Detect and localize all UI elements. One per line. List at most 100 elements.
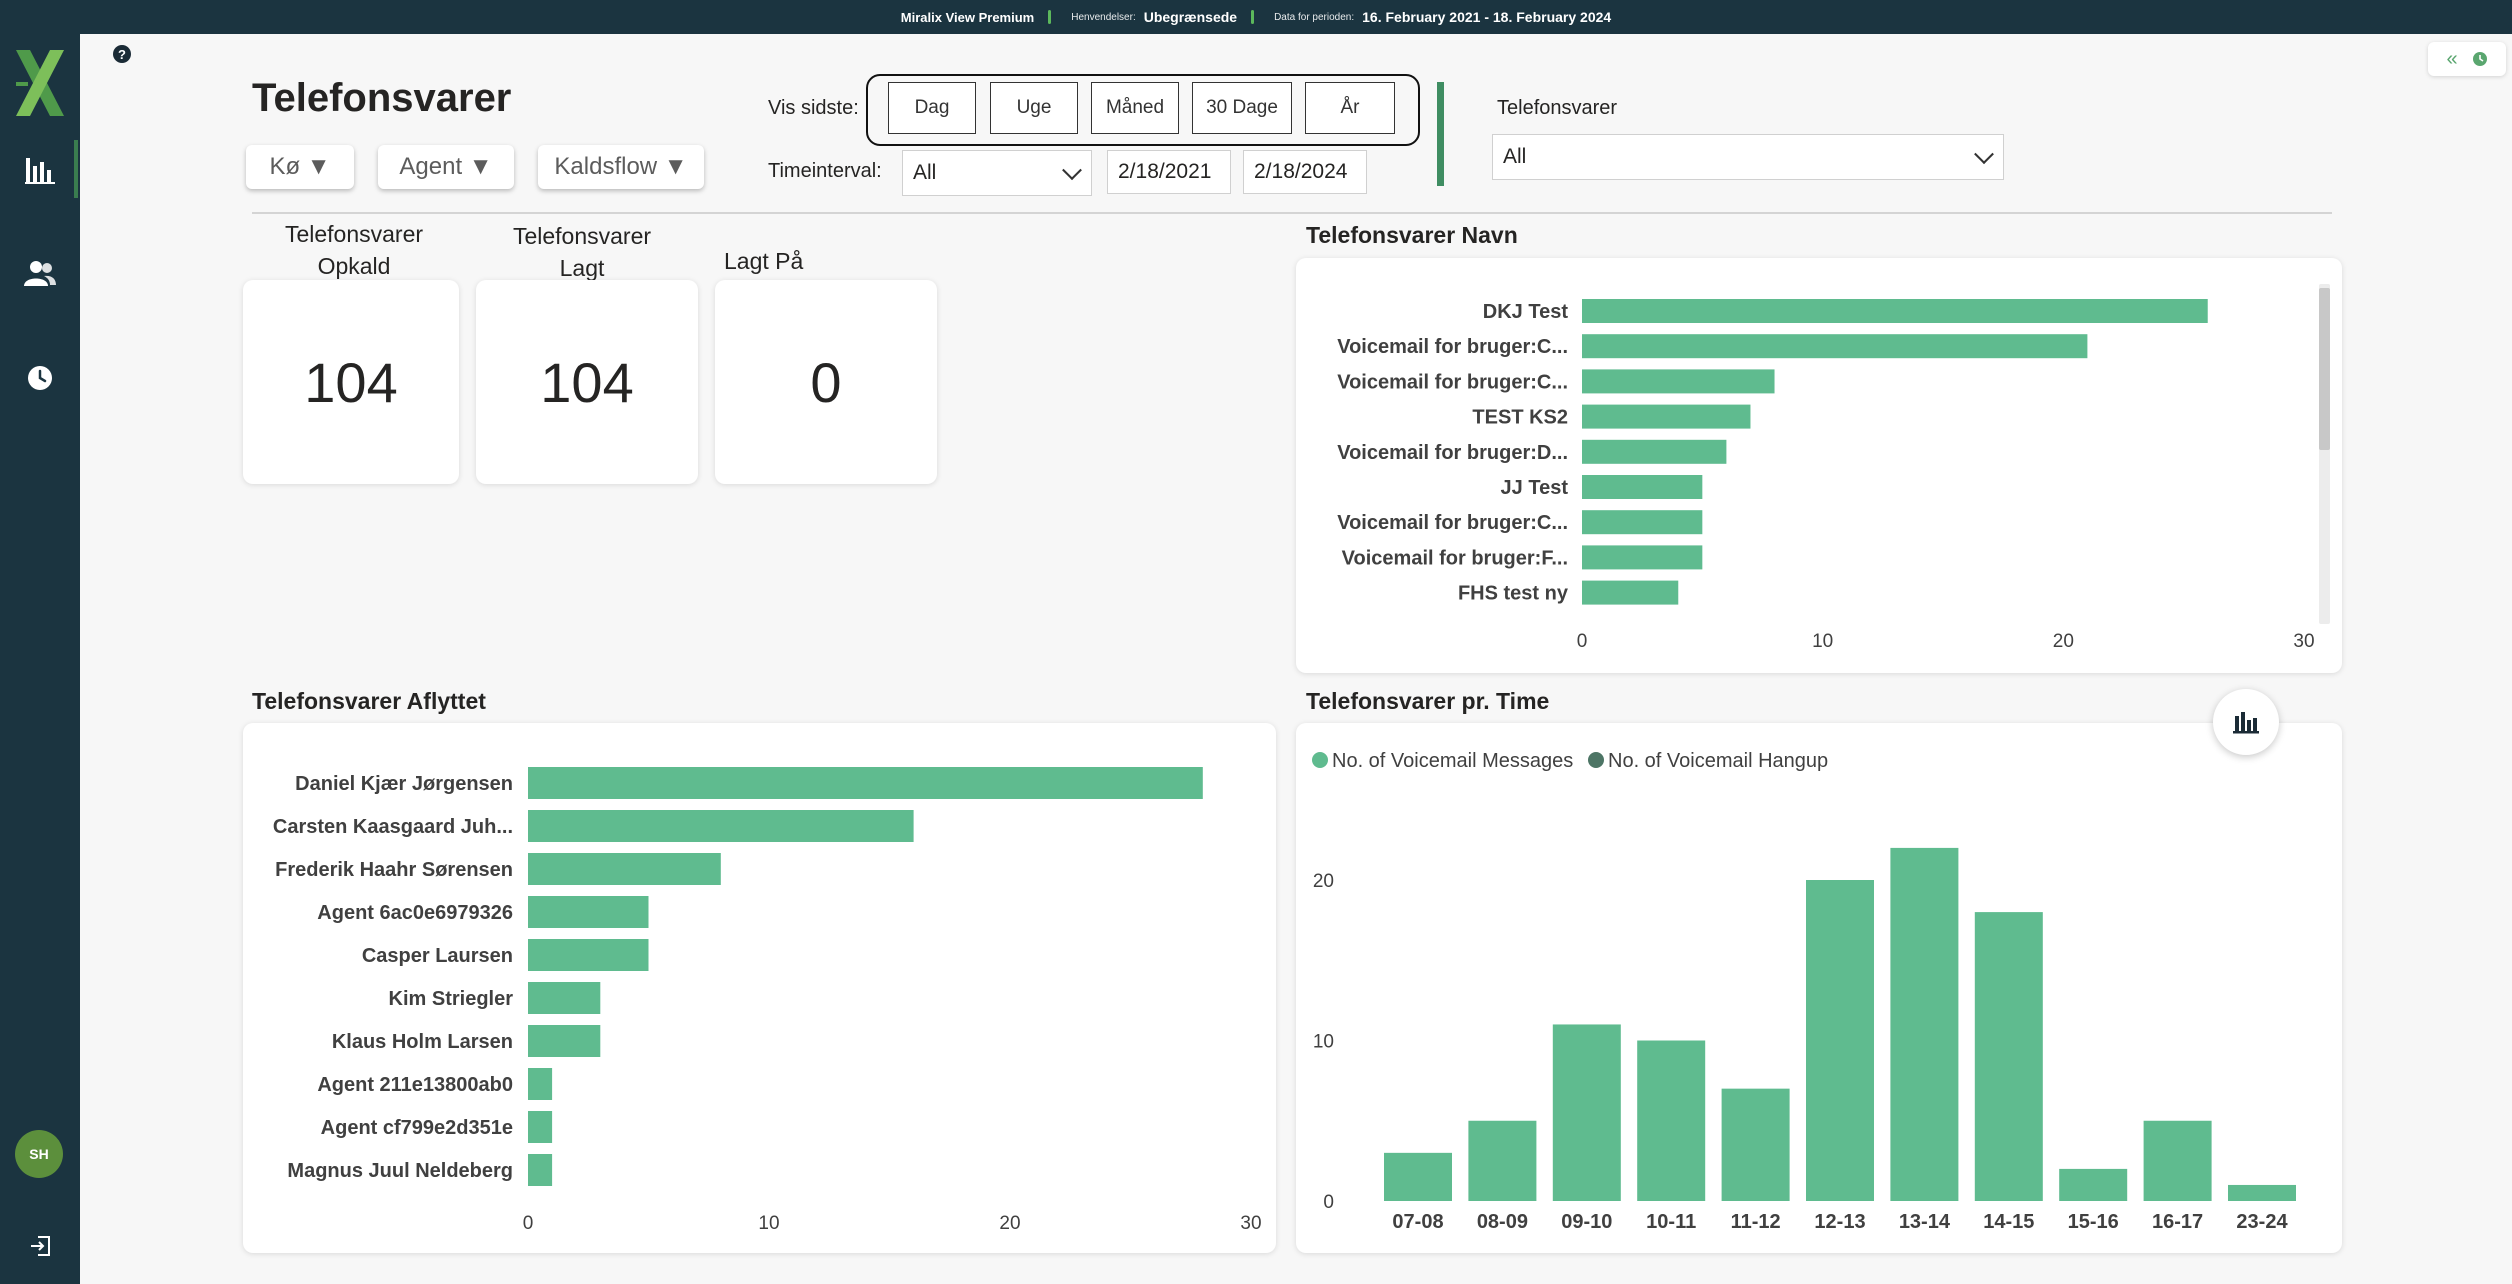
date-to-input[interactable]: 2/18/2024 bbox=[1243, 150, 1367, 194]
chart-type-button[interactable] bbox=[2213, 689, 2279, 755]
category-label: Agent cf799e2d351e bbox=[321, 1117, 513, 1139]
voicemail-slicer-dropdown[interactable]: All bbox=[1492, 134, 2004, 180]
kpi-title-line: Telefonsvarer bbox=[284, 221, 424, 247]
kpi-calls-title: Telefonsvarer Opkald bbox=[242, 218, 466, 282]
category-label: Voicemail for bruger:F... bbox=[1342, 547, 1568, 569]
collapse-panel-control[interactable]: « bbox=[2428, 42, 2506, 76]
x-tick-label: 10-11 bbox=[1646, 1211, 1696, 1233]
category-label: Voicemail for bruger:C... bbox=[1337, 371, 1568, 393]
chevron-down-icon bbox=[1974, 144, 1994, 165]
bar bbox=[528, 853, 721, 885]
category-label: DKJ Test bbox=[1483, 301, 1569, 323]
bar bbox=[1582, 439, 1727, 464]
time-interval-dropdown[interactable]: All bbox=[902, 150, 1092, 196]
x-tick-label: 09-10 bbox=[1561, 1211, 1612, 1233]
bar bbox=[528, 1068, 553, 1100]
chart-hourly: No. of Voicemail Messages No. of Voicemai… bbox=[1312, 750, 2296, 1233]
inquiries-value: Ubegrænsede bbox=[1143, 9, 1238, 25]
x-tick-label: 0 bbox=[523, 1213, 534, 1234]
x-tick-label: 13-14 bbox=[1899, 1211, 1951, 1233]
scrollbar-thumb bbox=[2319, 288, 2330, 450]
bar bbox=[1552, 1024, 1621, 1201]
bar-chart-icon[interactable] bbox=[20, 150, 60, 190]
bar bbox=[2059, 1168, 2128, 1201]
bar bbox=[528, 810, 914, 842]
category-label: JJ Test bbox=[1501, 477, 1569, 499]
bar bbox=[1974, 912, 2043, 1201]
chart-hourly-panel: No. of Voicemail Messages No. of Voicemai… bbox=[1296, 723, 2342, 1253]
x-tick-label: 10 bbox=[758, 1213, 779, 1234]
x-tick-label: 30 bbox=[2293, 631, 2314, 652]
kpi-value: 0 bbox=[810, 350, 842, 414]
separator bbox=[1251, 10, 1255, 24]
x-tick-label: 30 bbox=[1240, 1213, 1261, 1234]
nav-active-indicator bbox=[74, 140, 78, 198]
bar bbox=[528, 939, 649, 971]
kpi-hungup-title: Lagt På bbox=[724, 245, 803, 277]
bar bbox=[1468, 1120, 1537, 1201]
bar bbox=[2228, 1184, 2296, 1201]
filter-agent-button[interactable]: Agent ▼ bbox=[378, 145, 514, 189]
clock-icon[interactable] bbox=[2472, 51, 2488, 67]
range-30days-button[interactable]: 30 Dage bbox=[1192, 82, 1292, 134]
kpi-left-card: 104 bbox=[476, 280, 698, 484]
accent-divider bbox=[1437, 82, 1444, 186]
category-label: Casper Laursen bbox=[362, 945, 513, 967]
header-divider bbox=[252, 212, 2332, 214]
category-label: Klaus Holm Larsen bbox=[332, 1031, 513, 1053]
bar bbox=[1384, 1152, 1452, 1201]
date-from-input[interactable]: 2/18/2021 bbox=[1107, 150, 1231, 194]
y-tick-label: 20 bbox=[1313, 871, 1334, 892]
bar bbox=[1637, 1040, 1706, 1201]
bar bbox=[1582, 580, 1679, 605]
x-tick-label: 0 bbox=[1577, 631, 1588, 652]
category-label: Carsten Kaasgaard Juh... bbox=[273, 816, 513, 838]
kpi-title-line: Lagt bbox=[559, 255, 605, 281]
bar bbox=[1582, 510, 1703, 535]
bar bbox=[1582, 475, 1703, 499]
bar bbox=[1721, 1088, 1790, 1201]
range-month-button[interactable]: Måned bbox=[1091, 82, 1179, 134]
x-tick-label: 10 bbox=[1812, 631, 1833, 652]
slicer-label: Telefonsvarer bbox=[1497, 97, 1618, 119]
category-label: Voicemail for bruger:D... bbox=[1337, 442, 1568, 464]
bar bbox=[2143, 1120, 2212, 1201]
filter-queue-button[interactable]: Kø ▼ bbox=[246, 145, 354, 189]
filter-callflow-button[interactable]: Kaldsflow ▼ bbox=[538, 145, 704, 189]
kpi-title-line: Telefonsvarer bbox=[512, 223, 652, 249]
kpi-title-line: Opkald bbox=[317, 253, 391, 279]
miralix-logo-icon[interactable] bbox=[14, 48, 66, 118]
page-title: Telefonsvarer bbox=[252, 76, 512, 120]
kpi-hungup-card: 0 bbox=[715, 280, 937, 484]
users-icon[interactable] bbox=[20, 253, 60, 293]
slicer-value: All bbox=[1503, 145, 1527, 168]
range-week-button[interactable]: Uge bbox=[990, 82, 1078, 134]
bar bbox=[1582, 369, 1775, 394]
chart-names: DKJ Test Voicemail for bruger:C... Voicema… bbox=[1337, 284, 2330, 652]
kpi-left-title: Telefonsvarer Lagt bbox=[470, 220, 694, 284]
bar-chart-icon bbox=[2233, 712, 2259, 734]
category-label: Kim Striegler bbox=[389, 988, 514, 1010]
period-label: Data for perioden: bbox=[1274, 11, 1355, 23]
top-info-bar: Miralix View Premium Henvendelser: Ubegr… bbox=[0, 0, 2512, 34]
legend-marker bbox=[1588, 752, 1604, 768]
chevron-down-icon bbox=[1062, 160, 1082, 181]
clock-icon[interactable] bbox=[20, 358, 60, 398]
avatar[interactable]: SH bbox=[15, 1130, 63, 1178]
legend-label: No. of Voicemail Hangup bbox=[1608, 750, 1828, 772]
double-chevron-left-icon[interactable]: « bbox=[2446, 47, 2458, 70]
x-tick-label: 08-09 bbox=[1477, 1211, 1528, 1233]
category-label: Agent 211e13800ab0 bbox=[317, 1074, 513, 1096]
bar bbox=[1582, 334, 2088, 359]
x-tick-label: 11-12 bbox=[1731, 1211, 1781, 1233]
separator bbox=[1048, 10, 1052, 24]
category-label: Voicemail for bruger:C... bbox=[1337, 512, 1568, 534]
help-icon[interactable]: ? bbox=[113, 45, 131, 63]
range-year-button[interactable]: År bbox=[1305, 82, 1395, 134]
bar bbox=[528, 982, 601, 1014]
logout-icon[interactable] bbox=[20, 1226, 60, 1266]
category-label: FHS test ny bbox=[1458, 583, 1569, 605]
range-day-button[interactable]: Dag bbox=[888, 82, 976, 134]
x-tick-label: 15-16 bbox=[2068, 1211, 2119, 1233]
legend-label: No. of Voicemail Messages bbox=[1332, 750, 1573, 772]
